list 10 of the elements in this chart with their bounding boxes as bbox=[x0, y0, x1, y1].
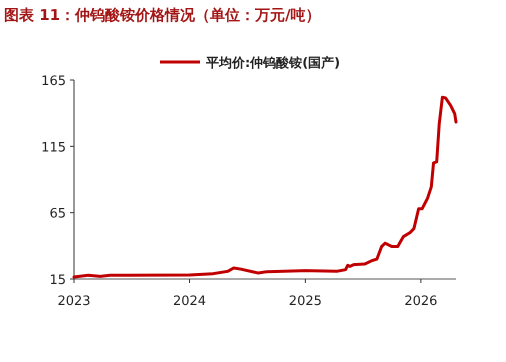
y-tick-label: 15 bbox=[49, 273, 66, 288]
y-tick-label: 65 bbox=[49, 206, 66, 222]
y-tick-label: 165 bbox=[41, 74, 66, 89]
x-tick-label: 2026 bbox=[404, 294, 438, 309]
legend-label: 平均价:仲钨酸铵(国产) bbox=[205, 55, 340, 71]
y-tick-label: 115 bbox=[41, 140, 66, 156]
x-tick-label: 2024 bbox=[172, 294, 206, 309]
x-tick-label: 2023 bbox=[57, 294, 91, 309]
chart-title: 图表 11：仲钨酸铵价格情况（单位：万元/吨） bbox=[4, 6, 321, 24]
x-tick-label: 2025 bbox=[288, 294, 322, 309]
